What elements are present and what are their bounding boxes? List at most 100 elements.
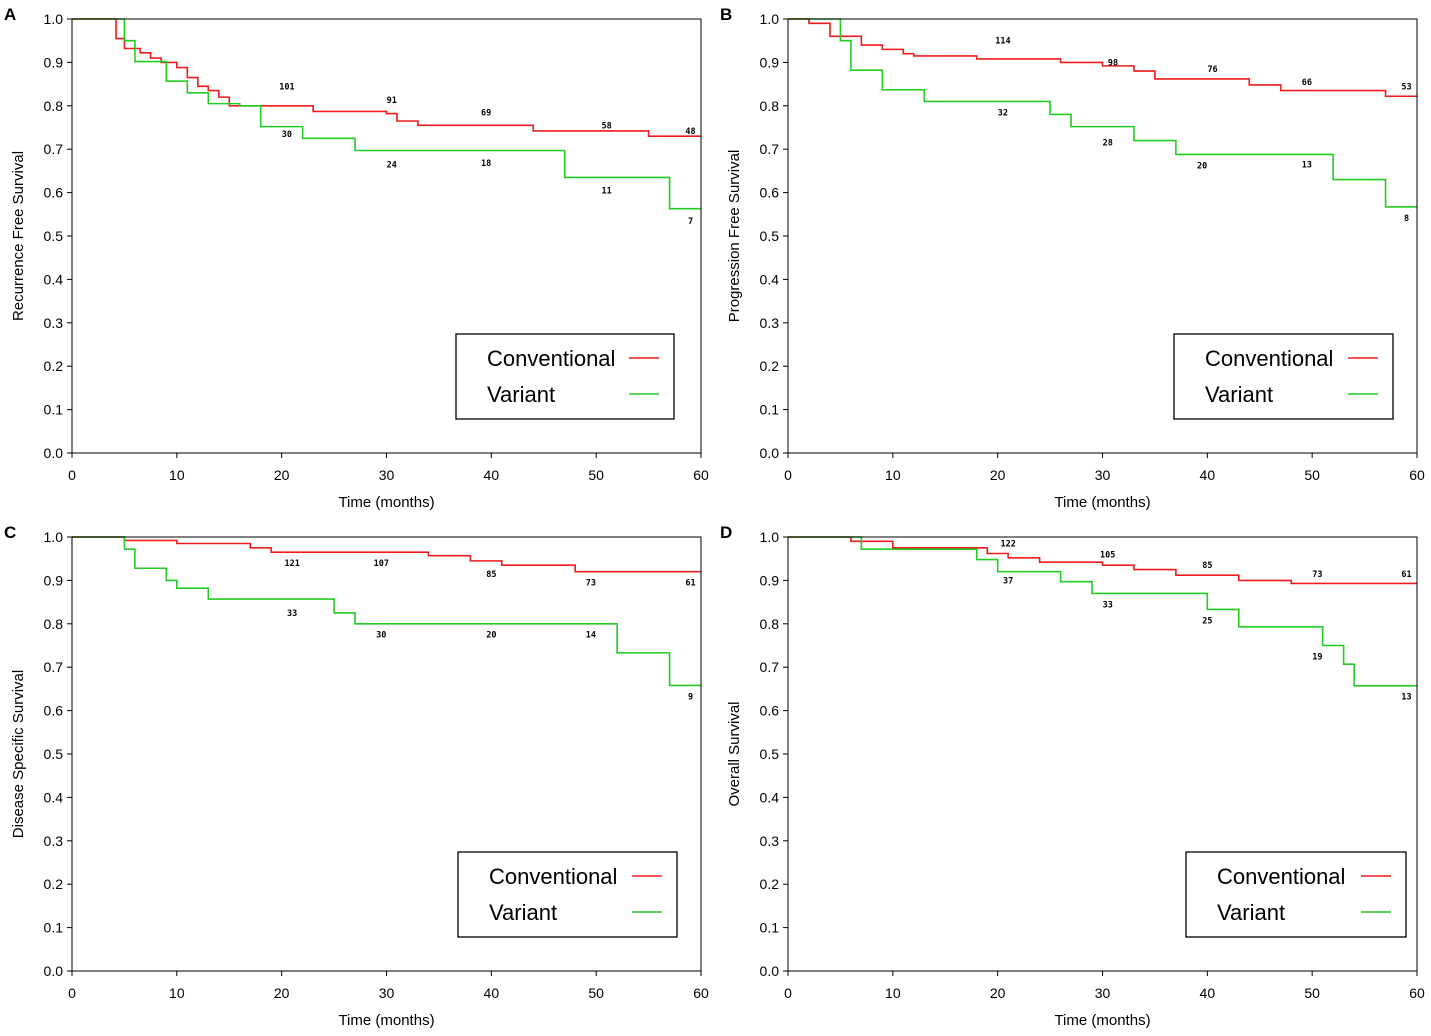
x-tick-label: 50	[1304, 985, 1320, 1001]
y-tick-label: 0.1	[44, 402, 64, 418]
legend-label-variant: Variant	[489, 900, 557, 925]
plot-frame	[787, 18, 1418, 454]
y-tick-label: 0.8	[44, 616, 64, 632]
y-tick-label: 0.5	[44, 746, 64, 762]
y-tick-label: 0.2	[44, 876, 64, 892]
y-tick-label: 0.9	[44, 54, 64, 70]
series-line-conventional	[72, 536, 701, 573]
y-tick-label: 0.6	[44, 185, 64, 201]
y-tick-label: 0.1	[44, 920, 64, 936]
chart-panel-c: C 0.0 0.1 0.2 0.3 0.4 0.5 0.6 0.7 0.8 0.9 1.0 0 10 20 3…	[0, 518, 715, 1036]
risk-label-variant: 19	[1312, 652, 1322, 662]
y-tick-label: 0.3	[44, 833, 64, 849]
panel-letter-c: C	[4, 523, 16, 542]
km-chart-d: D 0.0 0.1 0.2 0.3 0.4 0.5 0.6 0.7 0.8 0.9 1.0 0 10 20 3…	[720, 523, 1425, 1029]
x-tick-label: 50	[1304, 467, 1320, 483]
legend: Conventional Variant	[457, 851, 678, 938]
legend-label-variant: Variant	[487, 382, 555, 407]
y-axis-label: Overall Survival	[726, 701, 743, 806]
legend-box	[1185, 851, 1407, 938]
series-line-conventional	[788, 18, 1417, 98]
risk-label-variant: 25	[1202, 616, 1212, 626]
risk-label-conventional: 61	[685, 579, 695, 589]
x-tick-label: 30	[379, 985, 395, 1001]
x-axis-label: Time (months)	[1054, 1012, 1150, 1029]
x-tick-label: 60	[693, 467, 709, 483]
risk-label-conventional: 58	[602, 121, 612, 131]
y-tick-label: 0.7	[760, 141, 780, 157]
risk-label-variant: 20	[1197, 162, 1207, 172]
plot-frame	[71, 18, 702, 454]
y-tick-label: 0.2	[760, 876, 780, 892]
km-chart-c: C 0.0 0.1 0.2 0.3 0.4 0.5 0.6 0.7 0.8 0.9 1.0 0 10 20 3…	[4, 523, 709, 1029]
x-tick-label: 50	[588, 985, 604, 1001]
legend-box	[1173, 333, 1394, 420]
y-tick-label: 0.4	[44, 789, 64, 805]
y-tick-label: 0.4	[760, 789, 780, 805]
x-tick-label: 20	[274, 467, 290, 483]
y-tick-label: 1.0	[44, 529, 64, 545]
risk-label-conventional: 48	[685, 127, 695, 137]
x-tick-label: 60	[1409, 985, 1425, 1001]
x-tick-label: 10	[169, 467, 185, 483]
legend-label-conventional: Conventional	[1205, 346, 1333, 371]
y-tick-label: 0.7	[44, 141, 64, 157]
y-tick-label: 0.2	[760, 358, 780, 374]
risk-label-variant: 33	[287, 609, 297, 619]
y-tick-label: 0.5	[760, 228, 780, 244]
x-tick-label: 10	[885, 467, 901, 483]
risk-label-conventional: 121	[284, 559, 299, 569]
x-tick-label: 40	[1200, 985, 1216, 1001]
y-tick-label: 0.9	[760, 54, 780, 70]
risk-label-variant: 8	[1404, 214, 1409, 224]
y-tick-label: 0.8	[760, 616, 780, 632]
series-line-variant	[72, 18, 701, 210]
y-tick-label: 0.0	[44, 445, 64, 461]
risk-label-variant: 11	[602, 186, 612, 196]
panel-letter-d: D	[720, 523, 732, 542]
risk-label-conventional: 61	[1401, 570, 1411, 580]
x-tick-label: 40	[484, 985, 500, 1001]
risk-label-conventional: 107	[374, 559, 389, 569]
x-tick-label: 10	[885, 985, 901, 1001]
risk-label-conventional: 85	[1202, 561, 1212, 571]
y-tick-label: 0.7	[760, 659, 780, 675]
risk-label-variant: 20	[486, 631, 496, 641]
y-tick-label: 0.3	[760, 833, 780, 849]
legend-label-variant: Variant	[1217, 900, 1285, 925]
x-axis-label: Time (months)	[338, 1012, 434, 1029]
panel-letter-b: B	[720, 5, 732, 24]
legend-label-conventional: Conventional	[1217, 864, 1345, 889]
y-tick-label: 0.5	[760, 746, 780, 762]
y-tick-label: 0.6	[44, 703, 64, 719]
risk-label-variant: 18	[481, 159, 491, 169]
y-tick-label: 0.9	[760, 572, 780, 588]
x-tick-label: 0	[68, 985, 76, 1001]
plot-frame	[71, 536, 702, 972]
y-tick-label: 0.3	[760, 315, 780, 331]
legend-label-conventional: Conventional	[487, 346, 615, 371]
risk-label-conventional: 98	[1108, 58, 1118, 68]
x-tick-label: 60	[693, 985, 709, 1001]
risk-label-variant: 14	[586, 631, 596, 641]
plot-frame	[787, 536, 1418, 972]
y-tick-label: 0.7	[44, 659, 64, 675]
risk-label-variant: 30	[376, 631, 386, 641]
risk-label-variant: 33	[1103, 600, 1113, 610]
x-tick-label: 0	[784, 985, 792, 1001]
series-line-variant	[788, 18, 1417, 208]
risk-label-conventional: 105	[1100, 550, 1115, 560]
series-line-variant	[788, 536, 1417, 687]
x-axis-label: Time (months)	[1054, 494, 1150, 511]
y-tick-label: 0.8	[760, 98, 780, 114]
risk-label-conventional: 69	[481, 108, 491, 118]
risk-label-conventional: 66	[1302, 78, 1312, 88]
x-tick-label: 30	[379, 467, 395, 483]
risk-label-conventional: 101	[279, 82, 294, 92]
series-line-conventional	[72, 18, 701, 137]
chart-panel-a: A 0.0 0.1 0.2 0.3 0.4 0.5 0.6 0.7 0.8 0.9 1.0 0 10 20 3…	[0, 0, 715, 518]
x-tick-label: 40	[484, 467, 500, 483]
x-tick-label: 20	[274, 985, 290, 1001]
legend: Conventional Variant	[1185, 851, 1407, 938]
risk-label-conventional: 114	[995, 37, 1010, 47]
